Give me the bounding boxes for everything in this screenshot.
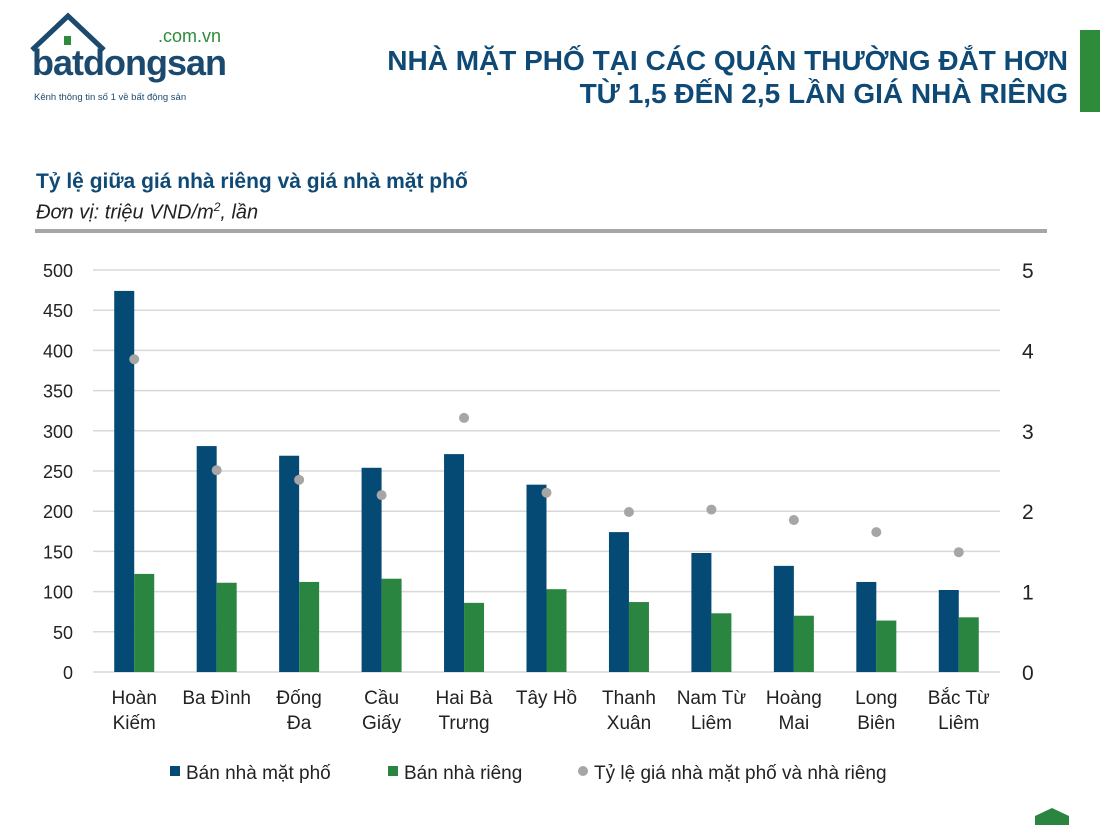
ratio-point	[376, 490, 387, 501]
y2-tick-label: 5	[1022, 260, 1034, 283]
y-tick-label: 500	[43, 261, 73, 281]
bar-nha-mat-pho	[279, 455, 300, 672]
ratio-point	[788, 515, 799, 526]
accent-bar	[1080, 30, 1100, 112]
ratio-point	[459, 412, 470, 423]
legend-swatch	[578, 766, 588, 776]
x-tick-label: Liêm	[938, 713, 979, 734]
logo-name: batdongsan	[32, 42, 227, 83]
x-tick-label: Đa	[287, 713, 312, 734]
x-tick-label: Hoàng	[766, 688, 822, 709]
x-tick-label: Thanh	[602, 688, 656, 709]
bar-nha-rieng	[546, 589, 567, 672]
y-tick-label: 200	[43, 502, 73, 522]
x-tick-label: Tây Hồ	[516, 688, 577, 709]
unit-sup: 2	[213, 200, 221, 214]
logo-tagline: Kênh thông tin số 1 về bất động sản	[34, 92, 187, 103]
bar-nha-rieng	[876, 620, 897, 672]
x-tick-label: Giấy	[362, 713, 402, 734]
y-tick-label: 150	[43, 542, 73, 562]
y2-tick-label: 3	[1022, 421, 1034, 444]
x-tick-label: Hai Bà	[436, 688, 493, 709]
bar-nha-mat-pho	[526, 484, 547, 672]
corner-hexagon-icon	[1035, 808, 1069, 825]
bar-nha-rieng	[711, 613, 732, 672]
bar-nha-rieng	[134, 573, 155, 672]
y2-tick-label: 4	[1022, 340, 1034, 363]
y-tick-label: 400	[43, 341, 73, 361]
y-tick-label: 350	[43, 382, 73, 402]
bar-nha-mat-pho	[773, 565, 794, 672]
x-tick-label: Nam Từ	[677, 688, 747, 709]
bar-nha-mat-pho	[608, 532, 629, 672]
ratio-point	[623, 507, 634, 518]
title-line-1: NHÀ MẶT PHỐ TẠI CÁC QUẬN THƯỜNG ĐẮT HƠN	[387, 45, 1068, 76]
title-line-2: TỪ 1,5 ĐẾN 2,5 LẦN GIÁ NHÀ RIÊNG	[579, 78, 1068, 109]
ratio-point	[541, 487, 552, 498]
bar-nha-rieng	[299, 581, 320, 672]
ratio-point	[871, 527, 882, 538]
legend-label: Bán nhà mặt phố	[186, 763, 331, 784]
ratio-point	[706, 504, 717, 515]
y-tick-label: 450	[43, 301, 73, 321]
x-tick-label: Ba Đình	[182, 688, 251, 709]
bar-nha-rieng	[628, 602, 649, 672]
bar-nha-rieng	[793, 615, 814, 672]
y-tick-label: 50	[53, 623, 73, 643]
logo-domain: .com.vn	[158, 26, 222, 46]
bar-nha-rieng	[381, 578, 402, 672]
chart-title: Tỷ lệ giữa giá nhà riêng và giá nhà mặt …	[36, 170, 468, 193]
y-tick-label: 100	[43, 583, 73, 603]
x-tick-label: Liêm	[691, 713, 732, 734]
page-title: NHÀ MẶT PHỐ TẠI CÁC QUẬN THƯỜNG ĐẮT HƠN …	[387, 44, 1068, 110]
y2-tick-label: 0	[1022, 662, 1034, 685]
ratio-point	[211, 465, 222, 476]
bar-nha-mat-pho	[196, 446, 217, 672]
x-tick-label: Đống	[276, 688, 321, 709]
x-tick-label: Trưng	[438, 713, 489, 734]
bar-nha-mat-pho	[938, 589, 959, 672]
house-icon	[30, 12, 106, 52]
bar-nha-rieng	[216, 582, 237, 672]
legend-label: Bán nhà riêng	[404, 763, 522, 784]
divider	[35, 229, 1047, 233]
x-tick-label: Long	[855, 688, 897, 709]
chart-unit: Đơn vị: triệu VND/m2, lần	[36, 200, 258, 225]
bar-nha-mat-pho	[856, 581, 877, 672]
unit-text: Đơn vị: triệu VND/m	[36, 201, 214, 224]
x-tick-label: Hoàn	[112, 688, 157, 709]
legend-swatch	[170, 766, 180, 776]
x-tick-label: Bắc Từ	[928, 687, 990, 709]
ratio-point	[294, 474, 305, 485]
bar-nha-mat-pho	[691, 553, 712, 672]
bar-nha-mat-pho	[444, 454, 465, 672]
legend-label: Tỷ lệ giá nhà mặt phố và nhà riêng	[594, 763, 887, 784]
legend-swatch	[388, 766, 398, 776]
bar-nha-rieng	[464, 602, 485, 672]
x-tick-label: Kiếm	[113, 713, 156, 734]
x-tick-label: Xuân	[607, 713, 651, 734]
bar-nha-rieng	[958, 617, 979, 672]
logo: .com.vn batdongsan Kênh thông tin số 1 v…	[28, 12, 227, 112]
y-tick-label: 250	[43, 462, 73, 482]
x-tick-label: Cầu	[364, 688, 399, 709]
x-tick-label: Mai	[779, 713, 810, 734]
bar-nha-mat-pho	[114, 290, 135, 672]
ratio-point	[953, 547, 964, 558]
bar-nha-mat-pho	[361, 467, 382, 672]
ratio-point	[129, 354, 140, 365]
x-tick-label: Biên	[857, 713, 895, 734]
y-tick-label: 300	[43, 422, 73, 442]
y-tick-label: 0	[63, 663, 73, 683]
y2-tick-label: 1	[1022, 582, 1034, 605]
unit-suffix: , lần	[220, 201, 259, 224]
y2-tick-label: 2	[1022, 501, 1034, 524]
